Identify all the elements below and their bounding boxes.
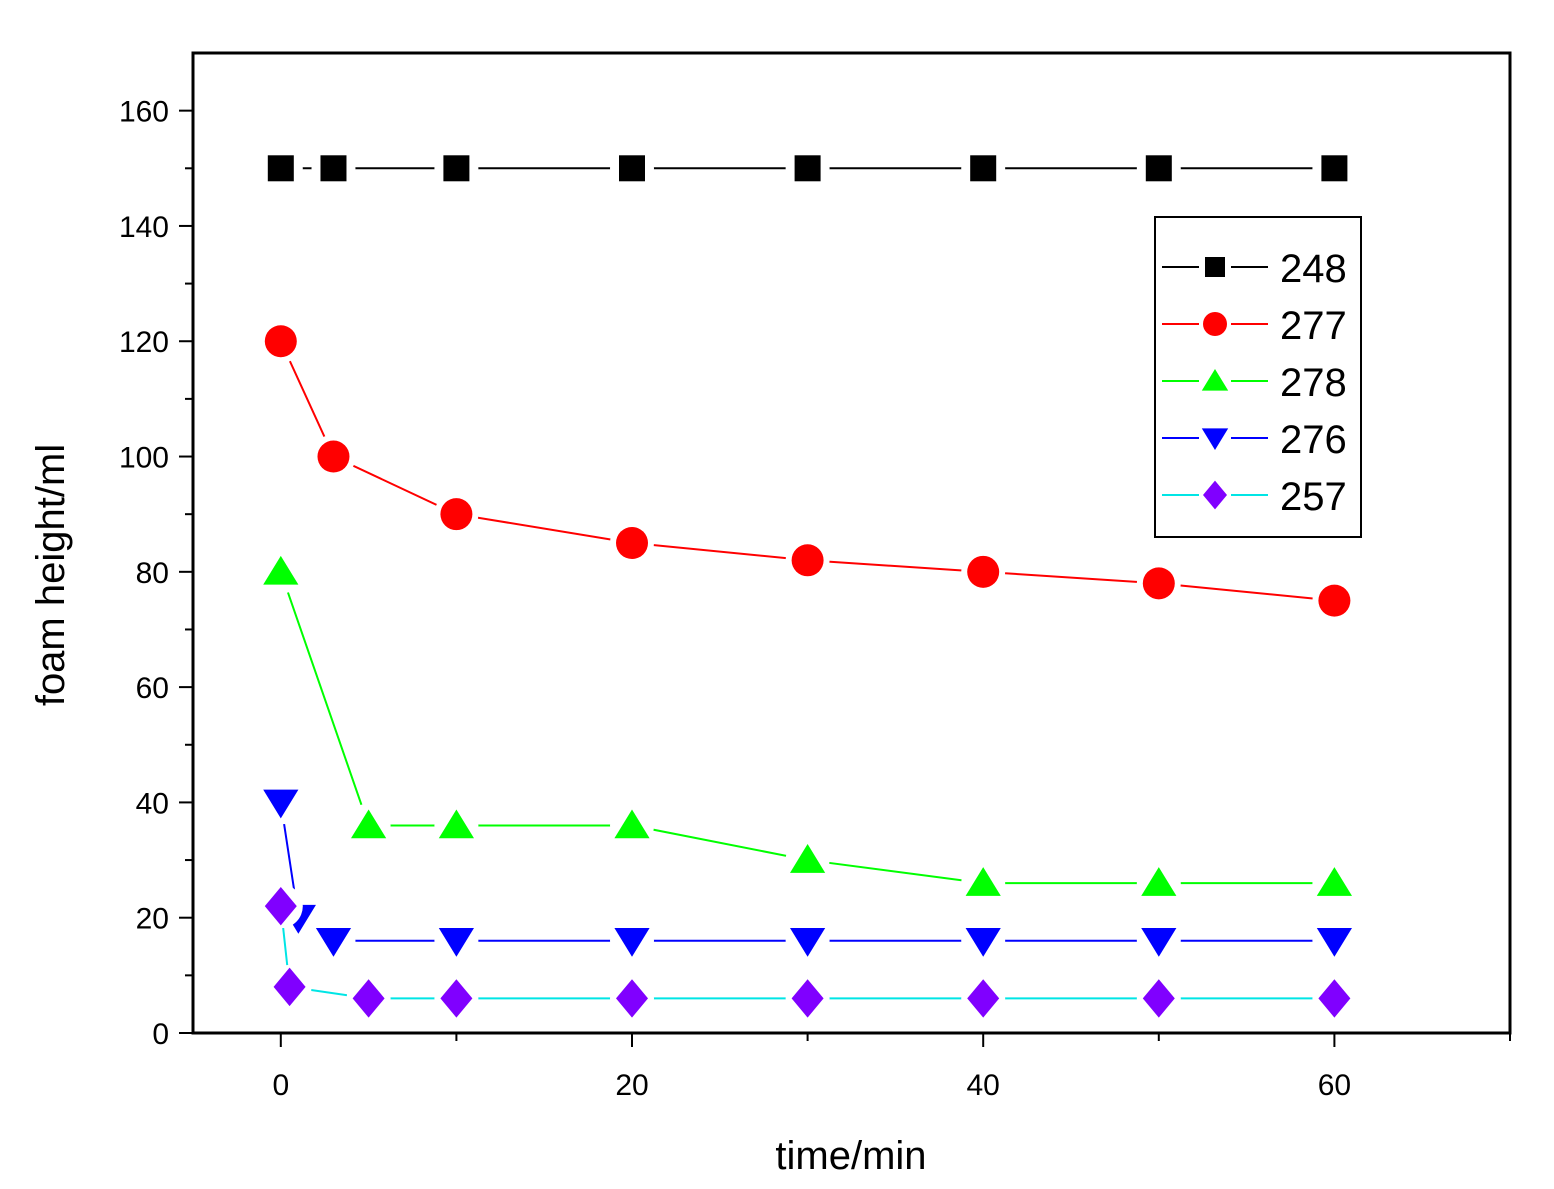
data-point	[1142, 979, 1175, 1018]
data-point	[352, 979, 385, 1018]
data-point	[967, 979, 1000, 1018]
data-point	[273, 967, 306, 1007]
legend-item-276: 276	[1162, 418, 1347, 462]
data-point	[965, 867, 1001, 896]
data-point	[438, 927, 474, 957]
data-point	[614, 809, 650, 839]
legend-marker	[1201, 428, 1229, 450]
x-tick-label: 60	[1318, 1069, 1351, 1102]
y-tick-label: 160	[119, 96, 169, 129]
data-point	[264, 886, 297, 926]
data-point	[790, 844, 826, 873]
data-point	[790, 927, 826, 957]
data-point	[317, 440, 350, 473]
y-tick-label: 100	[119, 442, 169, 475]
series-277	[258, 319, 1357, 623]
data-point	[315, 927, 352, 957]
y-tick-label: 40	[136, 787, 169, 820]
data-point	[1316, 867, 1352, 896]
y-tick-label: 0	[152, 1018, 169, 1051]
y-tick-label: 120	[119, 326, 169, 359]
data-point	[614, 927, 650, 957]
data-point	[263, 789, 299, 819]
legend-item-257: 257	[1162, 475, 1347, 519]
data-point	[616, 979, 648, 1018]
series-257	[258, 884, 1357, 1021]
legend-marker	[1203, 312, 1227, 336]
x-axis: 0 20 40 60	[272, 1033, 1511, 1102]
legend: 248 277 278 276 257	[1154, 216, 1362, 538]
data-point	[1318, 979, 1351, 1018]
data-point	[619, 155, 645, 182]
data-point	[351, 809, 387, 839]
legend-marker	[1205, 257, 1225, 277]
legend-label: 248	[1280, 247, 1347, 291]
legend-label: 257	[1280, 475, 1347, 519]
data-point	[320, 155, 347, 182]
data-point	[965, 927, 1001, 957]
data-point	[264, 325, 297, 358]
y-axis: 0 20 40 60 80 100 120 140 160	[119, 96, 193, 1051]
data-point	[970, 155, 997, 182]
legend-item-278: 278	[1162, 361, 1347, 405]
data-point	[791, 544, 824, 577]
y-tick-label: 140	[119, 211, 169, 244]
data-point	[1316, 927, 1352, 957]
x-tick-label: 20	[615, 1069, 648, 1102]
legend-marker	[1201, 369, 1229, 391]
data-point	[1321, 155, 1348, 182]
legend-marker	[1203, 480, 1227, 510]
data-point	[263, 555, 299, 585]
legend-label: 276	[1280, 418, 1347, 462]
y-tick-label: 80	[136, 557, 169, 590]
data-point	[616, 527, 648, 559]
x-tick-label: 40	[967, 1069, 1000, 1102]
legend-label: 278	[1280, 361, 1347, 405]
data-point	[440, 498, 473, 531]
series-line	[279, 340, 1335, 602]
data-point	[794, 155, 821, 182]
y-tick-label: 60	[136, 672, 169, 705]
x-tick-label: 0	[272, 1069, 289, 1102]
data-point	[1145, 155, 1172, 182]
data-point	[443, 155, 470, 182]
data-point	[438, 809, 474, 839]
y-tick-label: 20	[136, 903, 169, 936]
legend-box	[1154, 216, 1362, 538]
legend-label: 277	[1280, 304, 1347, 348]
series-276	[258, 780, 1357, 963]
legend-item-248: 248	[1162, 247, 1347, 291]
data-point	[1142, 567, 1175, 600]
series-278	[258, 549, 1357, 906]
plot-frame	[191, 51, 1512, 1035]
series-248	[258, 146, 1357, 191]
data-point	[440, 979, 473, 1018]
data-point	[791, 979, 824, 1018]
data-point	[967, 555, 1000, 588]
data-point	[1141, 867, 1177, 896]
legend-item-277: 277	[1162, 304, 1347, 348]
data-point	[1141, 927, 1177, 957]
data-point	[1318, 584, 1351, 617]
series-layer	[258, 146, 1357, 1021]
x-axis-title: time/min	[775, 1134, 926, 1178]
y-axis-title: foam height/ml	[29, 444, 73, 706]
data-point	[267, 155, 294, 182]
